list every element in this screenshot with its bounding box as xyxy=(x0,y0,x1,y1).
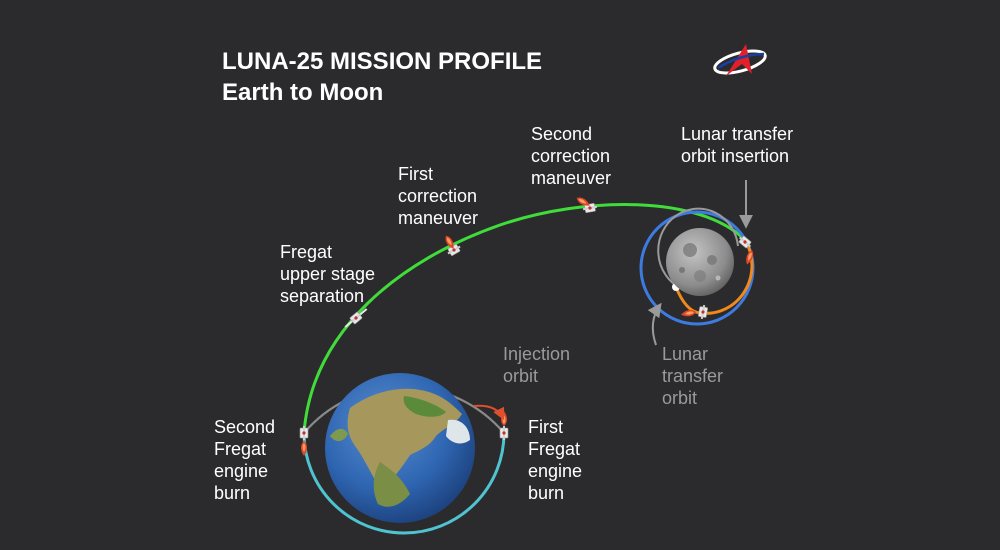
title-line-2: Earth to Moon xyxy=(222,79,384,106)
label-lunar-transfer-orbit: Lunar transfer orbit xyxy=(662,344,724,408)
label-injection-orbit: Injection orbit xyxy=(503,344,571,386)
label-fregat-separation: Fregat upper stage separation xyxy=(280,242,376,306)
spacecraft-icon xyxy=(299,425,309,441)
earth-moon-trajectory xyxy=(302,203,747,434)
title-line-1: LUNA-25 MISSION PROFILE xyxy=(222,48,543,75)
spacecraft-icon xyxy=(499,425,509,441)
roscosmos-logo xyxy=(713,44,767,76)
label-second-correction: Second correction maneuver xyxy=(531,124,612,188)
engine-flame-icon xyxy=(501,411,507,426)
label-first-fregat-burn: First Fregat engine burn xyxy=(528,417,583,503)
label-first-correction: First correction maneuver xyxy=(398,164,479,228)
lunar-orbit-transfer-arc xyxy=(674,239,754,315)
first-burn-arrow xyxy=(473,404,505,421)
page-title: LUNA-25 MISSION PROFILE Earth to Moon xyxy=(222,46,542,108)
lunar-orbits xyxy=(639,207,755,326)
spacecraft-icon xyxy=(697,303,709,321)
earth-globe xyxy=(325,373,475,523)
label-second-fregat-burn: Second Fregat engine burn xyxy=(214,417,276,503)
label-lunar-orbit-insertion: Lunar transfer orbit insertion xyxy=(681,124,794,166)
lunar-transfer-arrow xyxy=(647,302,662,346)
spacecraft-icon xyxy=(344,308,368,328)
lunar-orbit-inner-arc xyxy=(657,207,739,289)
moon-globe xyxy=(666,228,734,296)
injection-orbit-lower-arc xyxy=(302,432,506,535)
